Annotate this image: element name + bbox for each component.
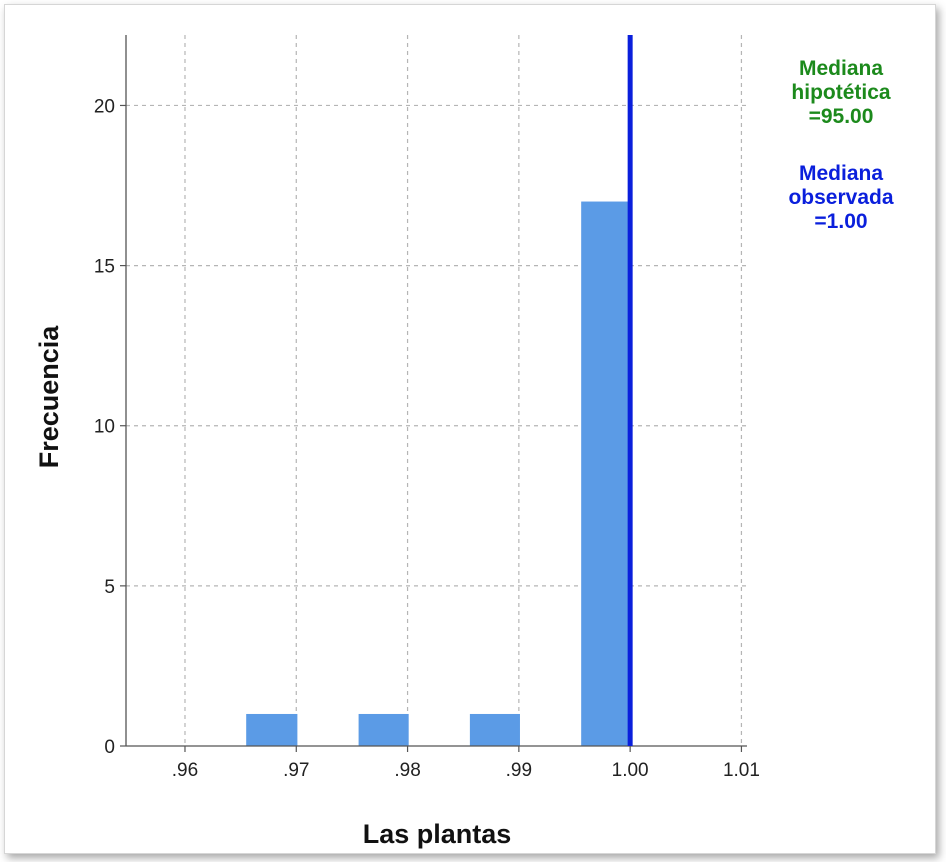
histogram-bar	[246, 713, 298, 746]
y-tick-label: 0	[104, 737, 115, 758]
hypothetical-median-label: Mediana	[799, 57, 883, 80]
chart-frame: 0 5 10 15 20.96.97.98.99 1.00 1.01 Frecuencia …	[4, 4, 936, 854]
observed-median-label: =1.00	[814, 210, 867, 233]
x-tick-label: .96	[172, 760, 198, 781]
x-tick-label: 1.01	[723, 760, 760, 781]
axes-layer	[120, 35, 747, 752]
x-tick-label: .99	[506, 760, 532, 781]
x-tick-label: .97	[283, 760, 309, 781]
tick-labels-layer: 0 5 10 15 20 .96 .97 .98 .99 1.00 1.01	[94, 96, 760, 781]
observed-median-label: observada	[788, 186, 893, 209]
x-tick-label: 1.00	[612, 760, 649, 781]
y-tick-label: 10	[94, 417, 115, 438]
hypothetical-median-label: hipotética	[791, 81, 890, 104]
y-tick-label: 5	[104, 577, 115, 598]
y-axis-label: Frecuencia	[34, 325, 64, 469]
histogram-bar	[358, 713, 409, 746]
x-axis-label: Las plantas	[363, 819, 512, 849]
bars-layer	[246, 201, 632, 747]
x-tick-label: .98	[394, 760, 420, 781]
histogram-bar	[581, 201, 632, 747]
grid-layer	[126, 35, 747, 746]
hypothetical-median-label: =95.00	[809, 105, 874, 128]
observed-median-label: Mediana	[799, 162, 883, 185]
median-annotations: Medianahipotética=95.00Medianaobservada=…	[788, 57, 893, 233]
y-tick-label: 20	[94, 96, 115, 117]
y-tick-label: 15	[94, 257, 115, 278]
histogram-bar	[469, 713, 520, 746]
